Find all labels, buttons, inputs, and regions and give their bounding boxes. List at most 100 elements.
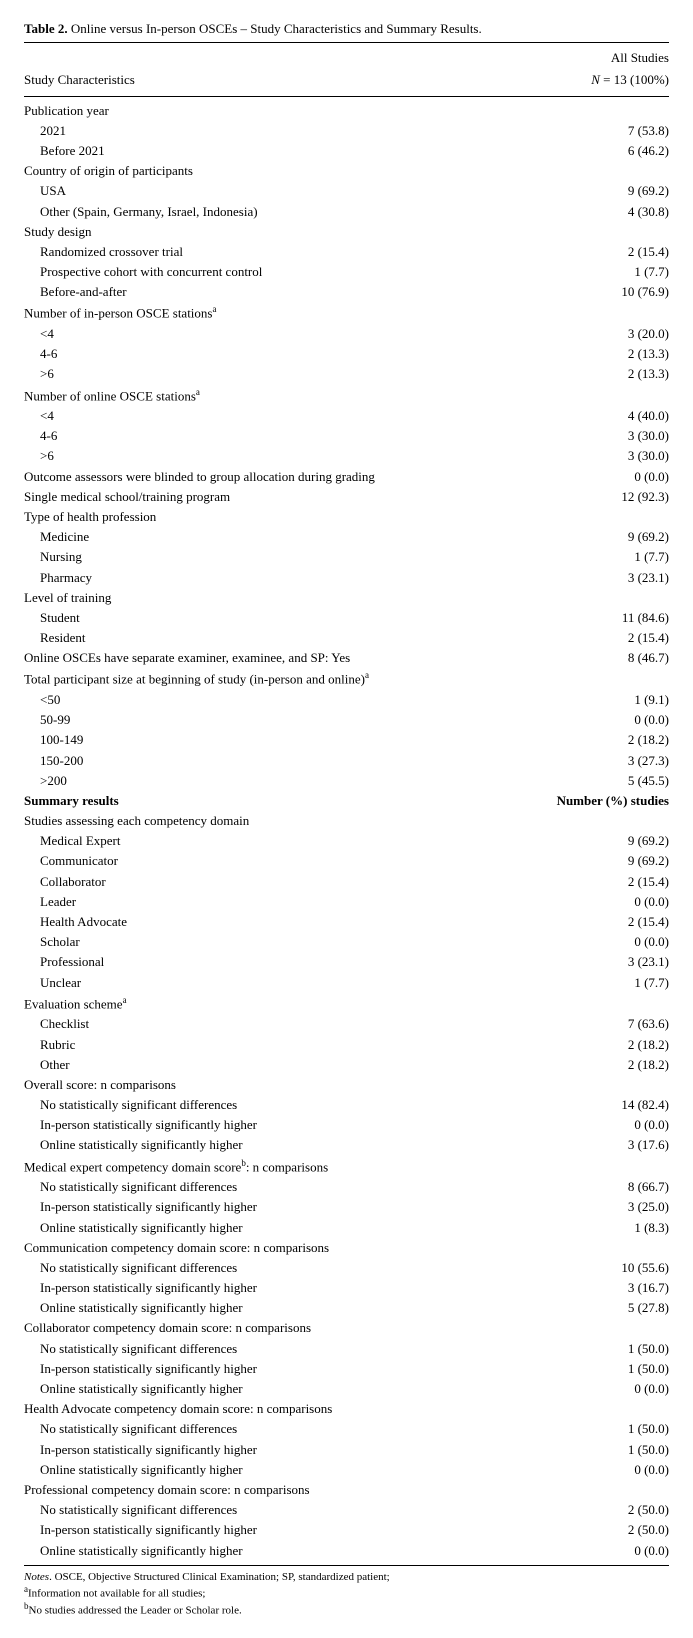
table-row-value: 2 (18.2) (504, 730, 669, 750)
table-row-value: 7 (53.8) (504, 121, 669, 141)
table-row-value: 8 (46.7) (504, 648, 669, 668)
notes-prefix: Notes (24, 1571, 49, 1583)
table-row-value: 3 (17.6) (504, 1135, 669, 1155)
table-row-label: No statistically significant differences (24, 1258, 504, 1278)
table-row-value: 1 (7.7) (504, 973, 669, 993)
title-rest: Online versus In-person OSCEs – Study Ch… (68, 21, 482, 36)
table-row-value: 4 (30.8) (504, 202, 669, 222)
table-row-label: 4-6 (24, 344, 504, 364)
table-row-value: 6 (46.2) (504, 141, 669, 161)
table-row-label: Other (Spain, Germany, Israel, Indonesia… (24, 202, 504, 222)
table-row-value: 0 (0.0) (504, 710, 669, 730)
table-row-value: 2 (15.4) (504, 628, 669, 648)
table-row-value: 0 (0.0) (504, 932, 669, 952)
table-row-value: 3 (20.0) (504, 324, 669, 344)
table-row-label: Randomized crossover trial (24, 242, 504, 262)
table-row-value: 1 (50.0) (504, 1359, 669, 1379)
table-row-label: Online statistically significantly highe… (24, 1298, 504, 1318)
table-notes: Notes. OSCE, Objective Structured Clinic… (24, 1570, 669, 1618)
table-row-value: 1 (50.0) (504, 1440, 669, 1460)
col-header-right-2b: = 13 (100%) (600, 72, 669, 87)
table-row-value: 2 (15.4) (504, 912, 669, 932)
table-row-label: Checklist (24, 1014, 504, 1034)
table-row-value: 9 (69.2) (504, 851, 669, 871)
note-a: Information not available for all studie… (28, 1588, 205, 1600)
table-row-label: Medical expert competency domain scoreb:… (24, 1156, 504, 1178)
table-row-value: 7 (63.6) (504, 1014, 669, 1034)
table-row-value (504, 811, 669, 831)
table-row-label: Medical Expert (24, 831, 504, 851)
note-b: No studies addressed the Leader or Schol… (29, 1605, 242, 1617)
table-row-label: Online statistically significantly highe… (24, 1541, 504, 1561)
table-row-label: In-person statistically significantly hi… (24, 1278, 504, 1298)
table-row-value: 3 (25.0) (504, 1197, 669, 1217)
table-row-label: Publication year (24, 101, 504, 121)
table-row-value: 9 (69.2) (504, 181, 669, 201)
table-row-label: No statistically significant differences (24, 1500, 504, 1520)
table-row-value: 0 (0.0) (504, 1460, 669, 1480)
table-row-label: Health Advocate competency domain score:… (24, 1399, 504, 1419)
table-row-label: Nursing (24, 547, 504, 567)
table-row-value: 11 (84.6) (504, 608, 669, 628)
table-row-label: Collaborator (24, 872, 504, 892)
table-row-value: 3 (30.0) (504, 426, 669, 446)
table-row-value: 1 (50.0) (504, 1339, 669, 1359)
body-table: Publication year20217 (53.8)Before 20216… (24, 101, 669, 1561)
table-row-value: 10 (76.9) (504, 282, 669, 302)
table-row-value: 2 (13.3) (504, 364, 669, 384)
table-row-label: Scholar (24, 932, 504, 952)
table-row-value: 1 (8.3) (504, 1218, 669, 1238)
table-row-label: >200 (24, 771, 504, 791)
summary-header-left: Summary results (24, 791, 504, 811)
table-row-value (504, 1075, 669, 1095)
table-row-value: 1 (7.7) (504, 547, 669, 567)
table-row-label: >6 (24, 364, 504, 384)
table-row-label: Prospective cohort with concurrent contr… (24, 262, 504, 282)
table-row-label: Collaborator competency domain score: n … (24, 1318, 504, 1338)
table-row-label: Online statistically significantly highe… (24, 1218, 504, 1238)
table-row-value (504, 161, 669, 181)
table-row-value: 5 (45.5) (504, 771, 669, 791)
table-row-value: 1 (50.0) (504, 1419, 669, 1439)
table-row-value: 2 (13.3) (504, 344, 669, 364)
table-row-value (504, 101, 669, 121)
table-row-value (504, 993, 669, 1015)
table-row-label: Professional (24, 952, 504, 972)
table-row-value (504, 668, 669, 690)
table-row-value (504, 1399, 669, 1419)
table-row-label: Outcome assessors were blinded to group … (24, 467, 504, 487)
table-row-label: In-person statistically significantly hi… (24, 1440, 504, 1460)
table-row-label: Student (24, 608, 504, 628)
table-row-value: 1 (9.1) (504, 690, 669, 710)
table-row-label: Country of origin of participants (24, 161, 504, 181)
table-row-value (504, 1318, 669, 1338)
table-row-label: Medicine (24, 527, 504, 547)
table-row-value (504, 507, 669, 527)
table-row-label: In-person statistically significantly hi… (24, 1115, 504, 1135)
table-row-label: Overall score: n comparisons (24, 1075, 504, 1095)
table-row-value (504, 1480, 669, 1500)
table-row-label: Total participant size at beginning of s… (24, 668, 504, 690)
table-row-label: Communicator (24, 851, 504, 871)
table-row-label: In-person statistically significantly hi… (24, 1520, 504, 1540)
table-row-value: 3 (30.0) (504, 446, 669, 466)
data-table: Study Characteristics All Studies N = 13… (24, 47, 669, 91)
col-header-right-2: N (591, 72, 600, 87)
table-row-value: 0 (0.0) (504, 1379, 669, 1399)
table-row-label: Before-and-after (24, 282, 504, 302)
table-row-label: Single medical school/training program (24, 487, 504, 507)
table-row-label: Online statistically significantly highe… (24, 1460, 504, 1480)
summary-header-right: Number (%) studies (504, 791, 669, 811)
bottom-rule (24, 1565, 669, 1566)
table-row-value: 3 (23.1) (504, 568, 669, 588)
table-row-label: Before 2021 (24, 141, 504, 161)
col-header-left: Study Characteristics (24, 47, 388, 91)
table-row-label: Professional competency domain score: n … (24, 1480, 504, 1500)
table-row-label: Studies assessing each competency domain (24, 811, 504, 831)
table-row-value: 2 (15.4) (504, 872, 669, 892)
table-row-label: Evaluation schemea (24, 993, 504, 1015)
table-row-label: 150-200 (24, 751, 504, 771)
table-row-value: 8 (66.7) (504, 1177, 669, 1197)
table-row-label: Unclear (24, 973, 504, 993)
table-row-value (504, 1156, 669, 1178)
